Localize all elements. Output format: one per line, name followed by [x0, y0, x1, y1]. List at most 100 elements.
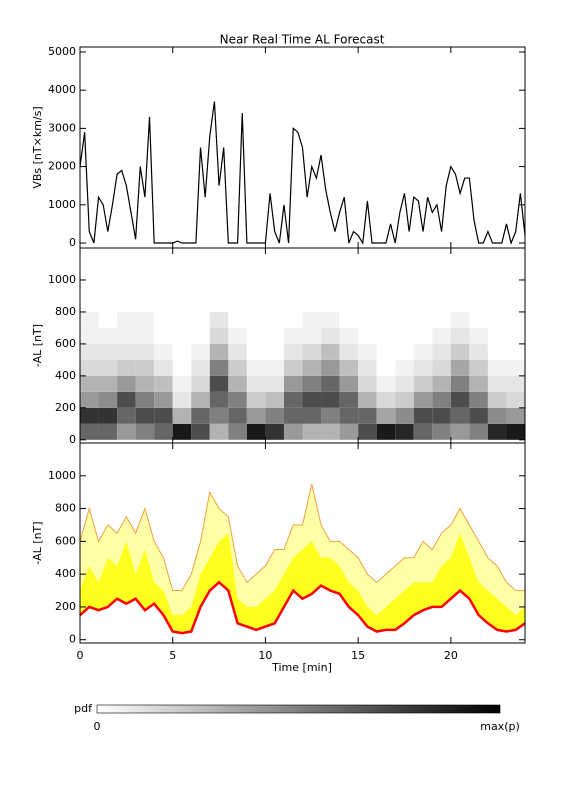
pdf-cell	[154, 359, 173, 376]
y-axis-label: -AL [nT]	[31, 521, 44, 564]
pdf-cell	[154, 311, 173, 328]
pdf-cell	[450, 359, 470, 376]
pdf-cell	[246, 391, 266, 408]
pdf-cell	[358, 311, 377, 328]
pdf-cell	[413, 311, 433, 328]
chart-title: Near Real Time AL Forecast	[220, 33, 385, 47]
pdf-cell	[98, 327, 118, 344]
pdf-cell	[80, 311, 99, 328]
pdf-cell	[358, 327, 377, 344]
x-axis-label: Time [min]	[271, 661, 332, 674]
pdf-cell	[135, 407, 155, 424]
y-tick-label: 0	[69, 236, 76, 249]
pdf-cell	[450, 407, 470, 424]
pdf-cell	[432, 391, 451, 408]
pdf-cell	[395, 343, 414, 360]
pdf-cell	[487, 423, 507, 440]
y-tick-label: 3000	[48, 121, 76, 134]
pdf-cell	[469, 343, 488, 360]
pdf-cell	[191, 375, 210, 392]
pdf-cell	[209, 391, 229, 408]
pdf-cell	[209, 359, 229, 376]
pdf-cell	[487, 391, 507, 408]
pdf-cell	[135, 311, 155, 328]
pdf-cell	[117, 359, 136, 376]
pdf-cell	[506, 375, 525, 392]
pdf-cell	[265, 343, 284, 360]
pdf-cell	[376, 343, 396, 360]
pdf-cell	[321, 327, 340, 344]
x-tick-label: 20	[444, 649, 458, 662]
pdf-cell	[376, 359, 396, 376]
pdf-cell	[209, 375, 229, 392]
pdf-cell	[358, 391, 377, 408]
pdf-cell	[135, 359, 155, 376]
pdf-cell	[98, 391, 118, 408]
pdf-cell	[376, 407, 396, 424]
x-tick-label: 5	[169, 649, 176, 662]
y-tick-label: 800	[55, 502, 76, 515]
pdf-cell	[98, 375, 118, 392]
pdf-cell	[283, 343, 303, 360]
pdf-cell	[506, 391, 525, 408]
pdf-cell	[228, 343, 247, 360]
pdf-cell	[228, 327, 247, 344]
pdf-cell	[154, 391, 173, 408]
colorbar-max: max(p)	[480, 720, 520, 733]
pdf-cell	[469, 407, 488, 424]
pdf-cell	[228, 423, 247, 440]
pdf-cell	[339, 343, 359, 360]
pdf-cell	[395, 327, 414, 344]
pdf-cell	[154, 423, 173, 440]
pdf-cell	[98, 343, 118, 360]
pdf-cell	[117, 311, 136, 328]
y-tick-label: 1000	[48, 469, 76, 482]
pdf-cell	[172, 311, 192, 328]
pdf-cell	[283, 423, 303, 440]
pdf-cell	[283, 359, 303, 376]
pdf-cell	[302, 407, 322, 424]
pdf-cell	[209, 423, 229, 440]
pdf-cell	[228, 311, 247, 328]
band-area	[80, 582, 525, 643]
y-tick-label: 0	[69, 433, 76, 446]
pdf-cell	[506, 327, 525, 344]
pdf-cell	[339, 391, 359, 408]
pdf-cell	[469, 423, 488, 440]
colorbar-label: pdf	[74, 702, 93, 715]
pdf-cell	[302, 391, 322, 408]
y-axis-label: VBs [nT×km/s]	[31, 106, 44, 188]
y-tick-label: 1000	[48, 273, 76, 286]
pdf-cell	[432, 327, 451, 344]
pdf-cell	[246, 327, 266, 344]
pdf-cell	[191, 343, 210, 360]
pdf-cell	[283, 375, 303, 392]
pdf-cell	[413, 359, 433, 376]
y-tick-label: 5000	[48, 45, 76, 58]
pdf-cell	[191, 311, 210, 328]
x-tick-label: 0	[77, 649, 84, 662]
pdf-cell	[191, 423, 210, 440]
pdf-cell	[358, 423, 377, 440]
pdf-cell	[117, 327, 136, 344]
pdf-cell	[154, 327, 173, 344]
pdf-cell	[302, 423, 322, 440]
pdf-cell	[98, 423, 118, 440]
pdf-cell	[395, 407, 414, 424]
pdf-cell	[117, 343, 136, 360]
pdf-cell	[228, 407, 247, 424]
pdf-cell	[265, 407, 284, 424]
pdf-cell	[302, 359, 322, 376]
pdf-cell	[321, 391, 340, 408]
pdf-cell	[432, 343, 451, 360]
pdf-cell	[395, 391, 414, 408]
pdf-cell	[135, 423, 155, 440]
pdf-cell	[265, 311, 284, 328]
pdf-cell	[302, 343, 322, 360]
pdf-cell	[506, 359, 525, 376]
y-axis-label: -AL [nT]	[31, 324, 44, 367]
y-tick-label: 200	[55, 401, 76, 414]
pdf-cell	[246, 311, 266, 328]
pdf-cell	[358, 407, 377, 424]
pdf-cell	[469, 391, 488, 408]
